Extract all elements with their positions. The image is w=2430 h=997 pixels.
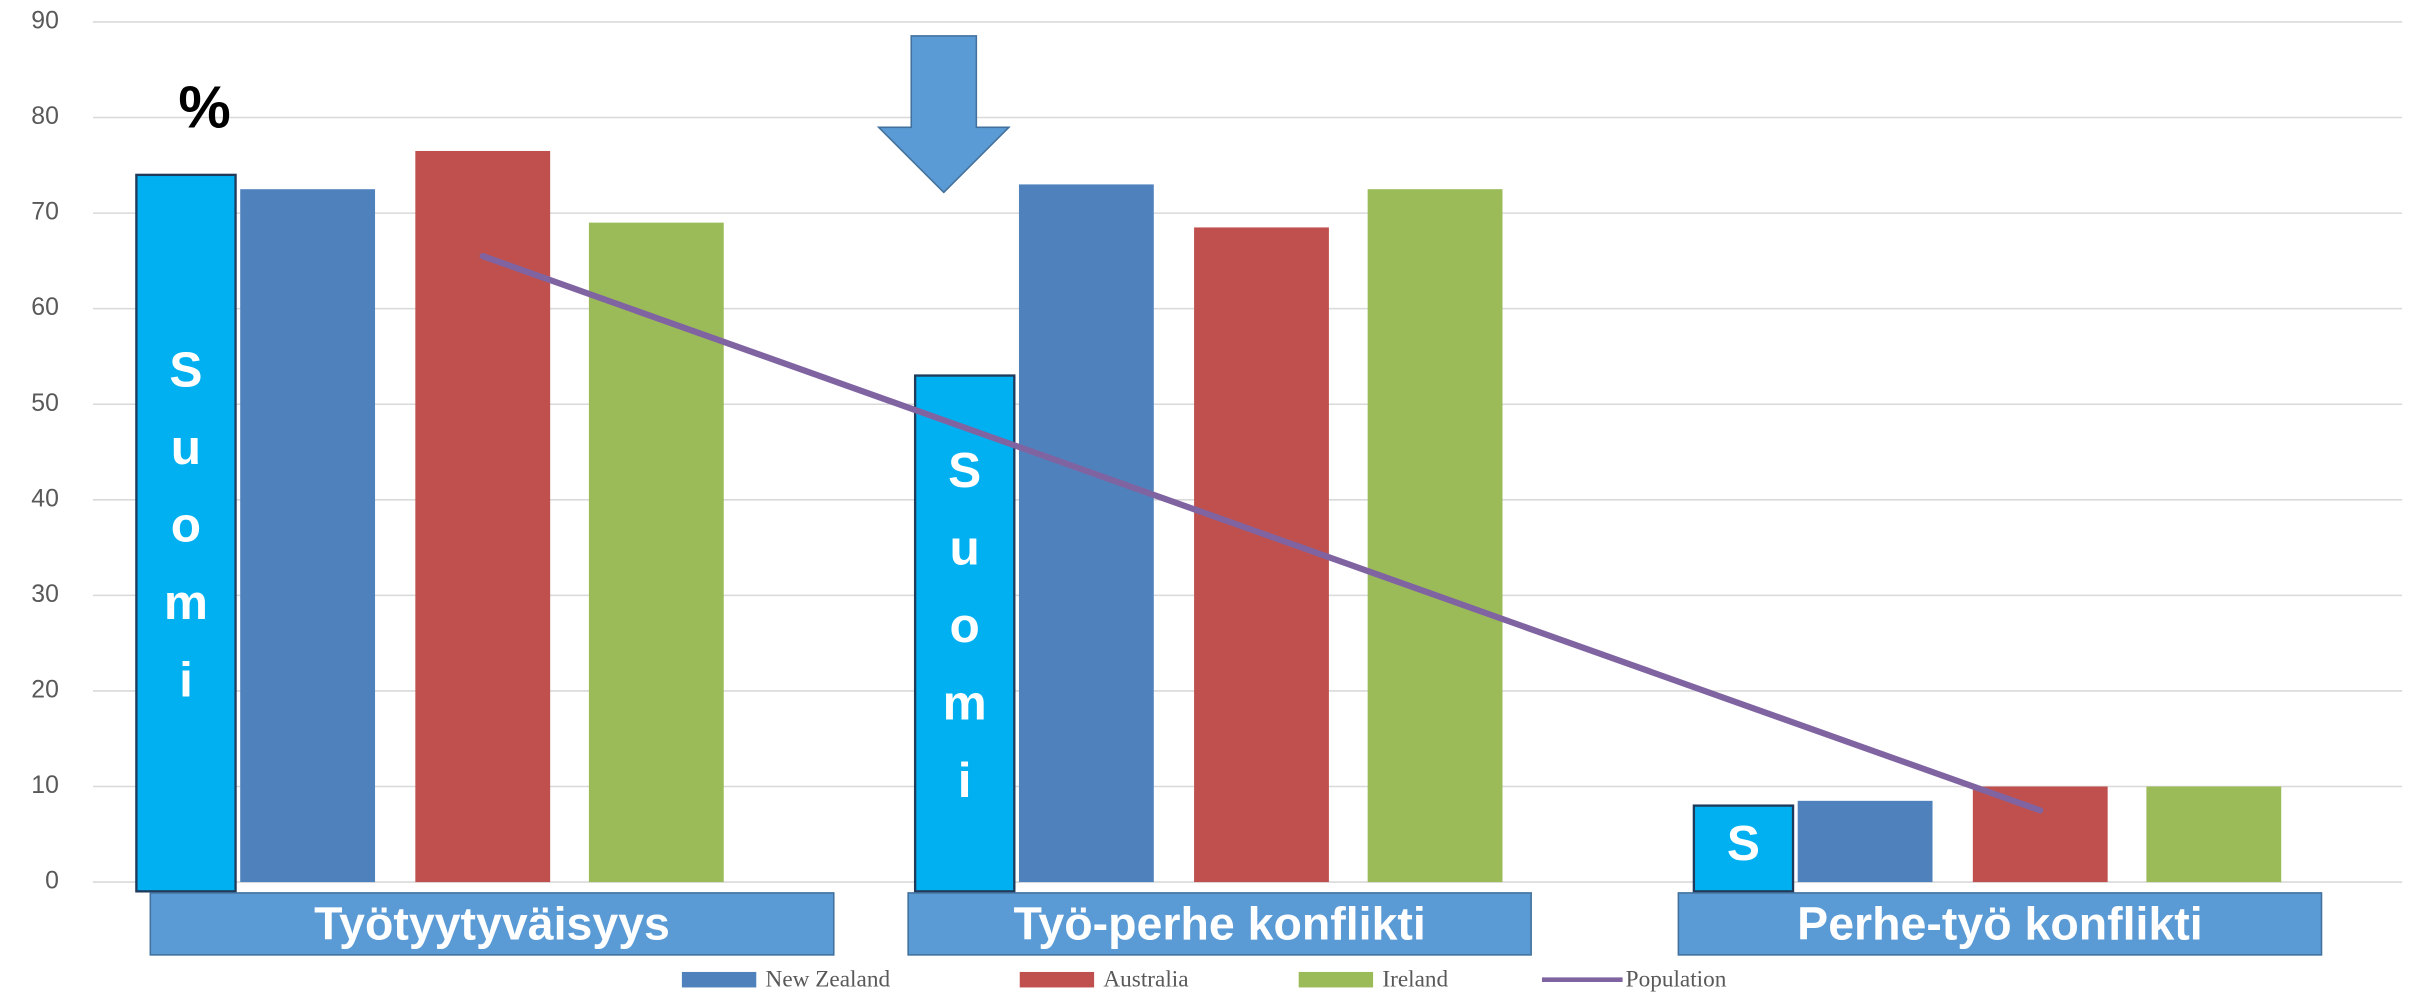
bar	[135, 173, 237, 893]
bar	[2146, 786, 2282, 883]
bar	[1692, 804, 1795, 893]
legend-label: Ireland	[1382, 967, 1448, 993]
x-tick-label: Perhe-työ konflikti	[1797, 897, 2203, 949]
y-tick-label: 20	[31, 676, 59, 703]
bar	[240, 189, 376, 883]
bar	[1972, 786, 2108, 883]
arrow	[876, 35, 1011, 194]
y-tick-label: 80	[31, 103, 59, 130]
x-tick-label: Työ-perhe konflikti	[1013, 897, 1425, 949]
legend-swatch	[681, 971, 757, 988]
category-box	[1677, 892, 2323, 956]
y-tick-label: 60	[31, 294, 59, 321]
bar	[1367, 189, 1503, 883]
x-tick-label: Työtyytyväisyys	[314, 897, 670, 949]
legend-label: Population	[1626, 967, 1727, 993]
bar	[415, 150, 551, 883]
y-tick-label: 30	[31, 581, 59, 608]
annotation: %	[178, 75, 230, 140]
line	[479, 252, 2044, 814]
legend-swatch	[1019, 971, 1095, 988]
y-tick-label: 0	[45, 868, 59, 895]
y-tick-label: 50	[31, 390, 59, 417]
bar	[1797, 800, 1933, 883]
bar-label: S	[1727, 815, 1760, 871]
category-box	[149, 892, 835, 956]
legend-label: New Zealand	[766, 967, 891, 993]
y-tick-label: 70	[31, 199, 59, 226]
legend-label: Australia	[1103, 967, 1188, 993]
bar	[1194, 227, 1329, 883]
category-box	[907, 892, 1532, 956]
y-tick-label: 90	[31, 8, 59, 35]
y-tick-label: 10	[31, 772, 59, 799]
legend-swatch	[1298, 971, 1374, 988]
bar	[1018, 184, 1154, 883]
bar	[913, 374, 1016, 893]
bar	[588, 222, 724, 883]
y-tick-label: 40	[31, 485, 59, 512]
